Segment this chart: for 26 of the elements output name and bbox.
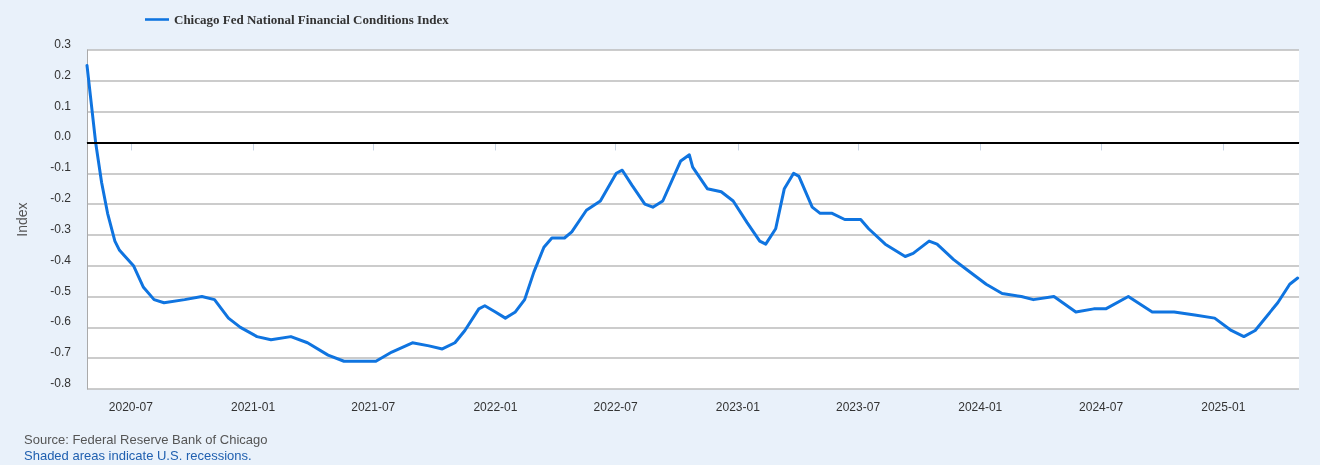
x-tick-label: 2022-07 (593, 400, 638, 414)
x-tick-label: 2023-01 (715, 400, 761, 414)
y-tick-label: -0.1 (50, 160, 72, 175)
y-tick-label: -0.2 (50, 191, 72, 206)
y-tick-label: -0.4 (50, 252, 72, 267)
y-tick-label: 0.3 (54, 37, 72, 51)
x-tick-label: 2022-01 (473, 400, 518, 414)
x-tick-label: 2021-07 (351, 400, 396, 414)
x-tick-label: 2024-01 (958, 400, 1003, 414)
y-axis-title: Index (14, 202, 30, 237)
y-tick-label: -0.6 (50, 314, 72, 329)
x-tick-label: 2023-07 (836, 400, 881, 414)
y-tick-label: -0.5 (50, 283, 72, 298)
y-tick-label: 0.2 (54, 67, 72, 82)
x-tick-label: 2021-01 (231, 400, 276, 414)
x-tick-label: 2020-07 (108, 400, 154, 414)
text: Shaded areas indicate U.S. recessions. (24, 448, 253, 464)
x-tick-label: 2025-01 (1201, 400, 1246, 414)
y-tick-label: 0.1 (54, 98, 72, 113)
y-tick-label: -0.3 (50, 221, 72, 236)
source-note: Source: Federal Reserve Bank of Chicago (24, 432, 268, 448)
y-tick-label: -0.7 (50, 345, 72, 360)
legend-label: Chicago Fed National Financial Conditions Index (174, 12, 450, 27)
x-tick-label: 2024-07 (1079, 400, 1124, 414)
y-tick-label: 0.0 (54, 129, 72, 144)
y-tick-label: -0.8 (50, 376, 72, 390)
